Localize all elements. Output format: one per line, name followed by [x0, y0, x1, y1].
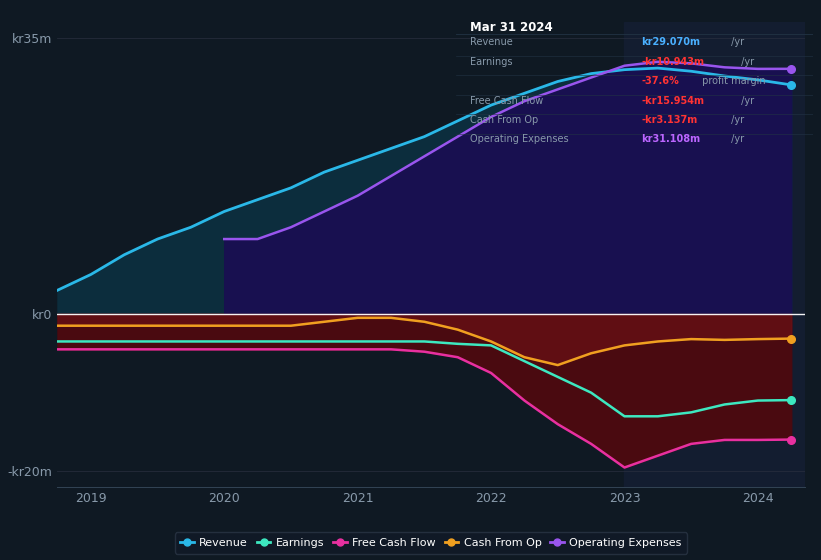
Text: Free Cash Flow: Free Cash Flow [470, 96, 544, 106]
Bar [625, 22, 805, 487]
Text: Cash From Op: Cash From Op [470, 115, 539, 125]
Text: /yr: /yr [738, 57, 754, 67]
Text: Mar 31 2024: Mar 31 2024 [470, 21, 553, 34]
Text: -kr15.954m: -kr15.954m [641, 96, 704, 106]
Text: /yr: /yr [728, 134, 745, 144]
Text: -37.6%: -37.6% [641, 76, 679, 86]
Text: Earnings: Earnings [470, 57, 512, 67]
Text: Operating Expenses: Operating Expenses [470, 134, 569, 144]
Text: Revenue: Revenue [470, 38, 512, 48]
Text: -kr10.943m: -kr10.943m [641, 57, 704, 67]
Text: /yr: /yr [728, 38, 745, 48]
Text: -kr3.137m: -kr3.137m [641, 115, 698, 125]
Text: kr31.108m: kr31.108m [641, 134, 700, 144]
Legend: Revenue, Earnings, Free Cash Flow, Cash From Op, Operating Expenses: Revenue, Earnings, Free Cash Flow, Cash … [175, 533, 687, 554]
Text: kr29.070m: kr29.070m [641, 38, 700, 48]
Text: /yr: /yr [738, 96, 754, 106]
Text: /yr: /yr [728, 115, 745, 125]
Text: profit margin: profit margin [699, 76, 766, 86]
